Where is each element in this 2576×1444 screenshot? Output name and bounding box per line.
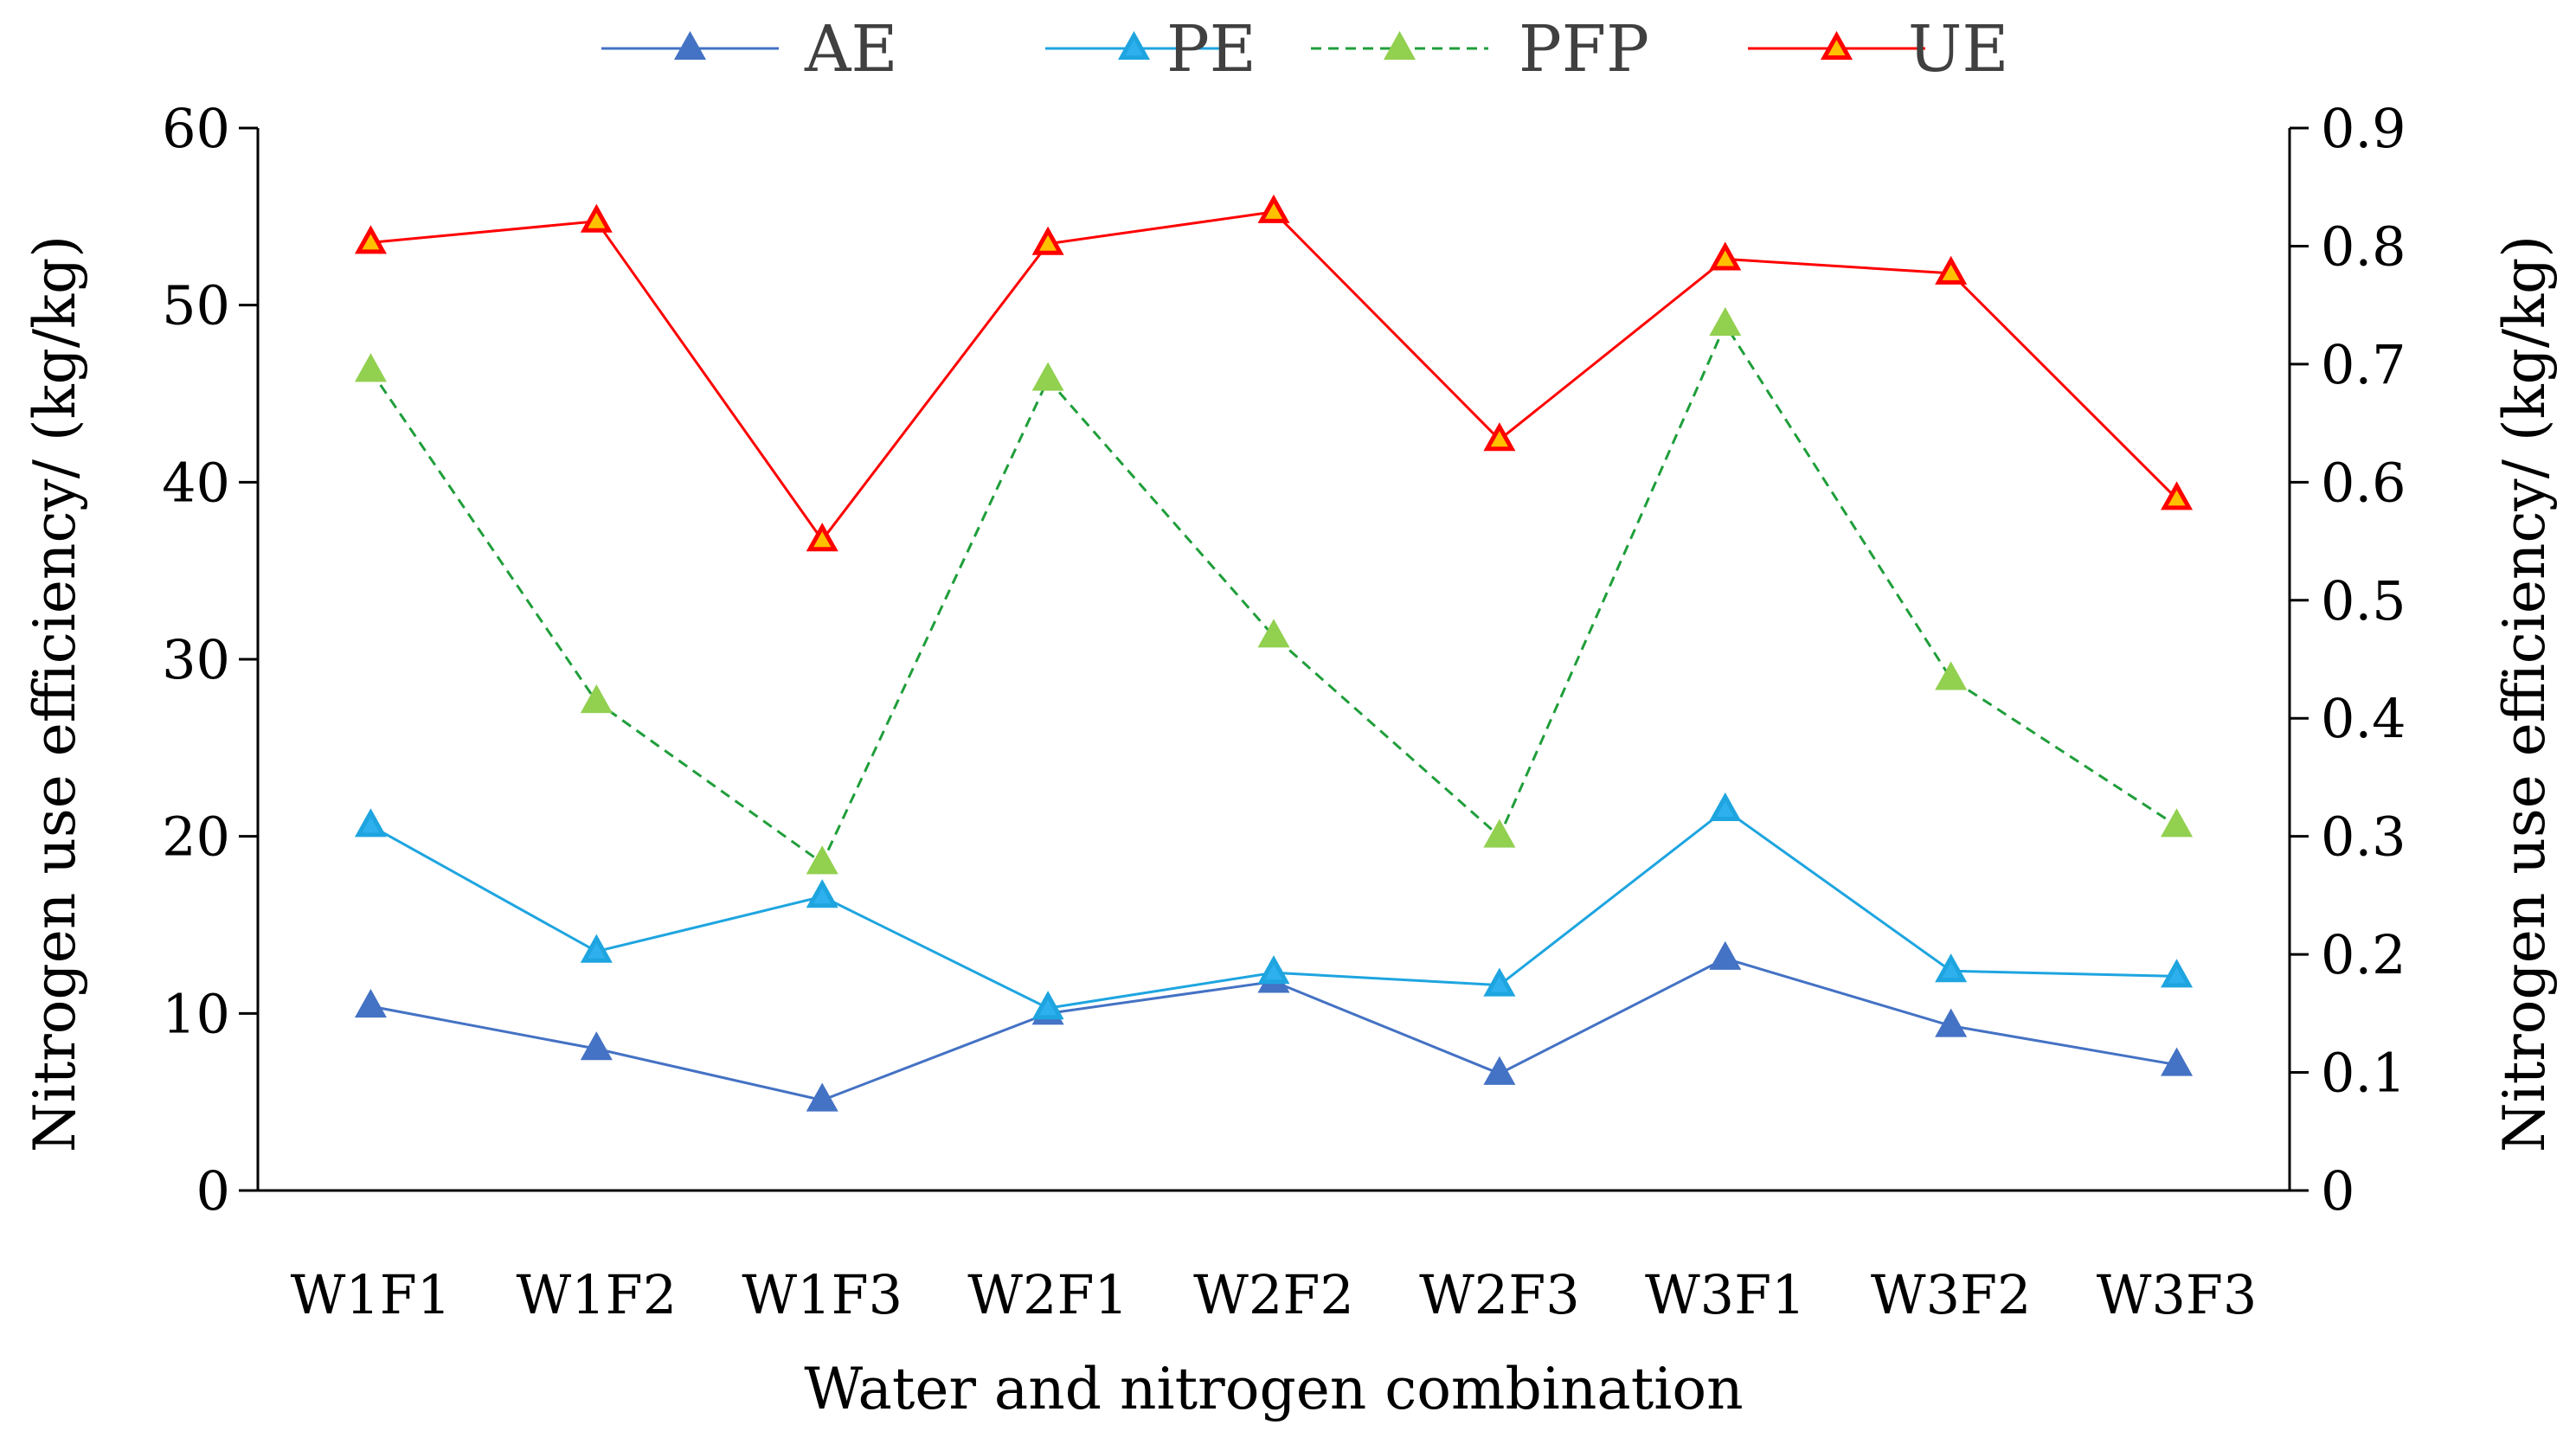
x-tick-label: W1F2 <box>517 1263 678 1326</box>
x-axis-title: Water and nitrogen combination <box>804 1356 1743 1422</box>
x-tick-label: W1F3 <box>742 1263 903 1326</box>
data-point-ue <box>2161 481 2194 510</box>
series-line-pfp <box>369 322 2178 865</box>
series-line-ue <box>370 210 2178 542</box>
x-tick-label: W2F1 <box>967 1263 1128 1326</box>
data-point-pe <box>806 879 838 908</box>
x-tick-label: W1F1 <box>291 1263 452 1326</box>
data-point-pfp <box>1031 362 1064 391</box>
data-point-pe <box>1031 991 1064 1020</box>
y-right-tick-label: 0.1 <box>2321 1042 2406 1105</box>
y-right-tick-label: 0.2 <box>2321 923 2406 986</box>
y-left-tick-label: 40 <box>162 451 230 514</box>
legend-marker <box>1117 30 1151 60</box>
x-tick-label: W3F1 <box>1645 1263 1806 1326</box>
data-point-ae <box>354 989 387 1018</box>
data-point-pfp <box>1709 307 1742 337</box>
data-point-pfp <box>806 845 838 875</box>
data-point-pe <box>580 934 613 963</box>
legend-label: PFP <box>1519 12 1649 87</box>
series-ue <box>354 194 2194 552</box>
data-point-ue <box>1257 194 1290 223</box>
y-right-tick-label: 0.7 <box>2321 333 2406 396</box>
data-point-ae <box>580 1031 613 1061</box>
data-point-pfp <box>1257 619 1290 648</box>
y-axis-left-title: Nitrogen use efficiency/ (kg/kg) <box>22 235 88 1152</box>
x-tick-label: W2F3 <box>1419 1263 1580 1326</box>
data-point-pfp <box>1483 818 1516 848</box>
legend-label: AE <box>804 12 897 87</box>
data-point-pe <box>1935 953 1968 983</box>
data-point-ue <box>1935 255 1968 285</box>
data-point-ue <box>806 523 838 552</box>
legend-label: PE <box>1166 12 1256 87</box>
data-point-ue <box>1483 422 1516 452</box>
legend-item-ue: UE <box>1748 12 2008 87</box>
data-point-ue <box>580 203 613 233</box>
y-right-tick-label: 0.5 <box>2321 569 2406 632</box>
series-layer <box>354 194 2194 1112</box>
axes: 0 10 20 30 40 50 60 0 0.1 0.2 0.3 0.4 0.5 0.6 0.7 0.8 0.… <box>162 97 2406 1326</box>
series-pfp <box>354 307 2194 875</box>
legend-item-pfp: PFP <box>1311 12 1649 87</box>
y-right-tick-label: 0.9 <box>2321 97 2406 160</box>
y-right-tick-label: 0.3 <box>2321 805 2406 869</box>
data-point-pfp <box>354 353 387 382</box>
legend-marker <box>1820 30 1853 60</box>
legend-marker <box>1383 30 1416 60</box>
y-left-tick-label: 30 <box>162 628 230 691</box>
series-pe <box>354 792 2194 1020</box>
data-point-pfp <box>2161 808 2194 838</box>
y-right-tick-label: 0 <box>2321 1159 2354 1223</box>
data-point-ae <box>806 1082 838 1112</box>
data-point-pfp <box>580 683 613 714</box>
data-point-pfp <box>1935 661 1968 690</box>
y-left-tick-label: 10 <box>162 982 230 1045</box>
legend-item-pe: PE <box>1045 12 1256 87</box>
y-left-tick-label: 60 <box>162 97 230 160</box>
y-right-tick-label: 0.6 <box>2321 451 2406 514</box>
y-right-tick-label: 0.4 <box>2321 687 2406 750</box>
legend-item-ae: AE <box>601 12 897 87</box>
data-point-ue <box>1709 241 1742 271</box>
x-tick-label: W3F3 <box>2097 1263 2258 1326</box>
data-point-ue <box>1031 226 1064 255</box>
y-right-tick-label: 0.8 <box>2321 215 2406 278</box>
data-point-pe <box>354 808 387 838</box>
x-tick-label: W2F2 <box>1193 1263 1354 1326</box>
x-tick-label: W3F2 <box>1871 1263 2032 1326</box>
data-point-ae <box>1483 1056 1516 1085</box>
data-point-ae <box>2161 1047 2194 1076</box>
data-point-pe <box>1257 955 1290 985</box>
y-left-tick-label: 20 <box>162 805 230 869</box>
y-axis-right-title: Nitrogen use efficiency/ (kg/kg) <box>2491 235 2558 1152</box>
legend-label: UE <box>1908 12 2008 87</box>
data-point-ae <box>1709 940 1742 970</box>
data-point-pe <box>2161 959 2194 988</box>
data-point-pe <box>1709 792 1742 821</box>
legend: AE PE PFP UE <box>601 12 2008 87</box>
data-point-ae <box>1935 1008 1968 1037</box>
y-left-tick-label: 50 <box>162 274 230 337</box>
data-point-ue <box>354 225 387 254</box>
y-left-tick-label: 0 <box>196 1159 230 1223</box>
data-point-pe <box>1483 967 1516 997</box>
legend-marker <box>673 30 707 60</box>
